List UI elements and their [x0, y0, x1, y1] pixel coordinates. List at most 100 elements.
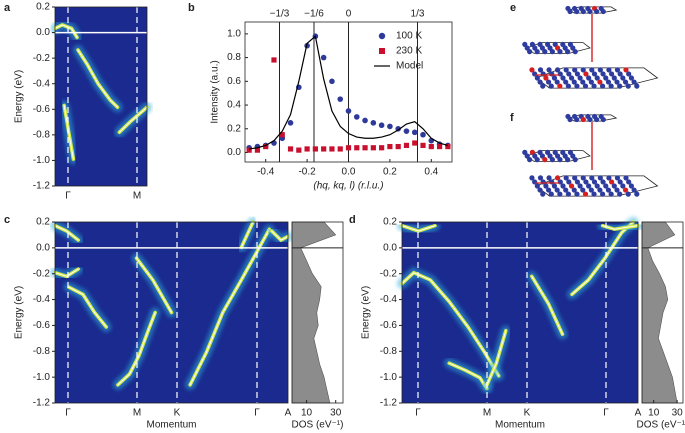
atom [609, 71, 615, 77]
dos-frame [641, 221, 684, 404]
atom [586, 75, 592, 81]
legend-marker [379, 48, 385, 54]
atom [588, 79, 594, 85]
atom [567, 8, 573, 15]
point [312, 146, 318, 152]
atom [600, 83, 606, 89]
x-axis-label: (hq, kq, l) (r.l.u.) [313, 181, 383, 192]
atom [623, 67, 629, 73]
atom [548, 83, 554, 89]
atom [577, 75, 583, 81]
band-core [77, 49, 119, 108]
model-line [249, 35, 449, 150]
y-axis-label: Energy (eV) [14, 70, 25, 123]
point [296, 147, 302, 153]
atom [549, 49, 556, 55]
y-tick-label: 0.2 [227, 123, 241, 134]
atom [603, 75, 609, 81]
atom [563, 187, 569, 193]
band-core [136, 257, 172, 313]
atom [586, 183, 592, 189]
atom [537, 175, 544, 181]
atom [555, 175, 561, 181]
reference-label: −1/6 [304, 9, 324, 20]
x-tick-label: M [133, 191, 141, 202]
lattice-diagram [522, 5, 659, 89]
y-tick-label: 0.4 [227, 100, 241, 111]
x-tick-label: Γ [65, 408, 71, 419]
atom [527, 157, 533, 163]
atom [622, 79, 629, 85]
atom [594, 116, 600, 123]
point [263, 143, 269, 150]
band-core [117, 312, 156, 386]
y-tick-label: -1.0 [33, 155, 51, 166]
atom [540, 83, 546, 89]
y-tick-label: 0.6 [227, 76, 241, 87]
panel-label: b [188, 2, 195, 14]
atom [534, 75, 540, 81]
atom [597, 67, 603, 73]
y-tick-label: 1.0 [227, 29, 241, 40]
atom [551, 75, 558, 81]
atom [617, 83, 623, 89]
atom [580, 79, 586, 85]
band-core [401, 225, 436, 232]
atom [574, 8, 580, 15]
atom [628, 75, 635, 81]
spectral-bands [50, 217, 293, 390]
x-tick-label: 0.2 [383, 167, 397, 178]
y-tick-label: -1.2 [33, 181, 51, 192]
atom [565, 83, 572, 89]
atom [555, 67, 561, 73]
plot-background [402, 222, 638, 403]
atom [546, 79, 552, 85]
point [353, 114, 360, 120]
x-tick-label: A [635, 408, 642, 419]
atom [597, 79, 603, 85]
atom [546, 175, 552, 181]
atom [634, 83, 640, 89]
atom [571, 79, 577, 85]
atom [582, 83, 589, 89]
x-tick-label: 0.0 [342, 167, 356, 178]
atom [587, 116, 593, 123]
y-tick-label: -0.4 [33, 78, 51, 89]
legend-label: 230 K [396, 46, 422, 57]
point [379, 145, 385, 151]
atom [617, 191, 623, 197]
point [378, 122, 385, 129]
y-tick-label: 0.2 [383, 217, 397, 228]
reference-label: 1/3 [411, 9, 425, 20]
y-tick-label: -0.2 [33, 268, 51, 279]
atom [580, 187, 586, 193]
atom [583, 179, 589, 185]
panel-label: a [4, 2, 11, 14]
legend-label: Model [396, 61, 423, 72]
atom [557, 83, 563, 89]
x-tick-label: K [524, 408, 531, 419]
panel-label: f [510, 112, 514, 124]
atom [571, 187, 577, 193]
band-core [486, 330, 507, 386]
point [320, 54, 327, 61]
point [395, 143, 401, 150]
atom [574, 71, 581, 77]
atom [546, 187, 552, 193]
y-axis-label: Energy (eV) [361, 286, 372, 339]
x-tick-label: -0.4 [257, 167, 275, 178]
x-tick-label: Γ [65, 191, 71, 202]
point [362, 145, 368, 151]
atom [572, 175, 578, 181]
atom [606, 67, 612, 73]
atom [634, 191, 640, 197]
atom [527, 49, 533, 55]
point [254, 147, 261, 153]
panel-label: d [349, 214, 356, 226]
atom [600, 71, 606, 77]
atom [543, 75, 549, 81]
y-tick-label: -0.8 [33, 129, 51, 140]
atom [600, 8, 606, 15]
atom [566, 71, 572, 77]
point [387, 143, 393, 150]
